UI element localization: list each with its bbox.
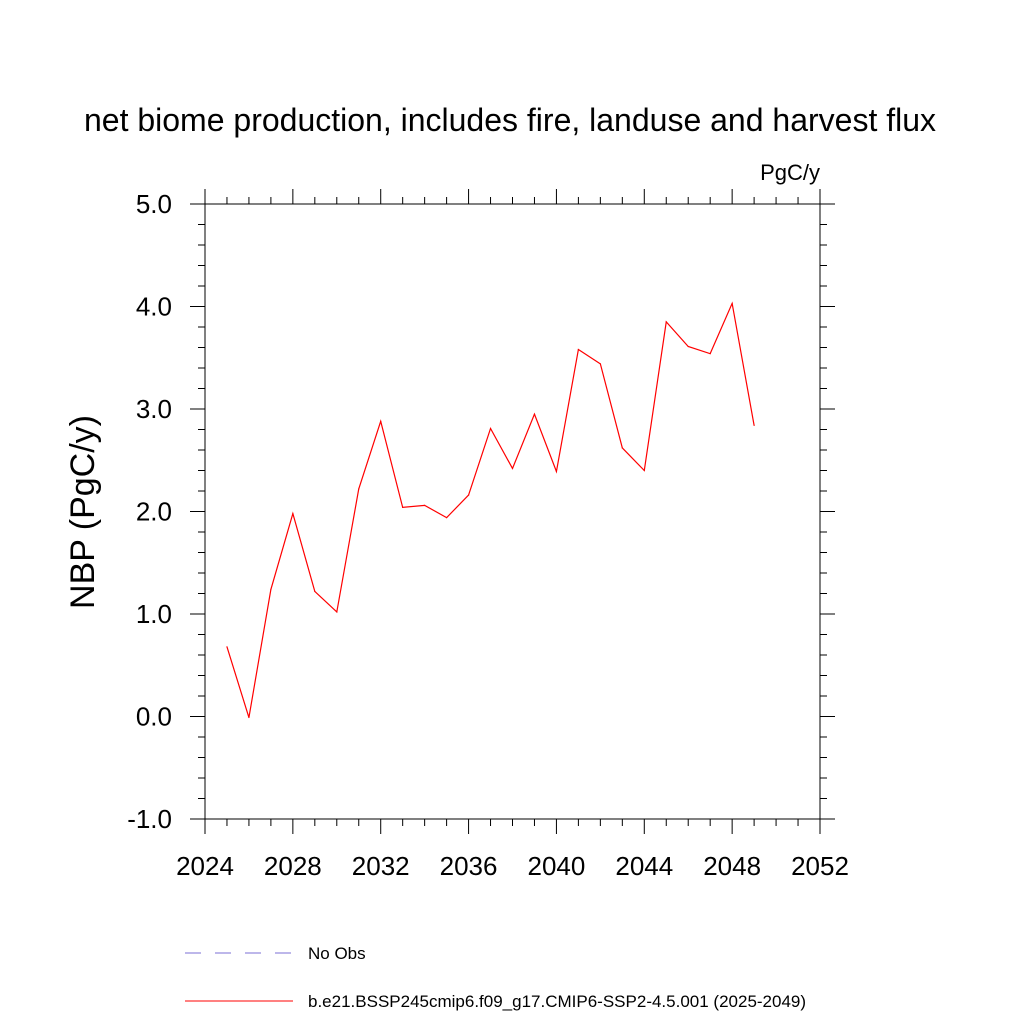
data-point (511, 467, 514, 470)
data-point (621, 447, 623, 449)
data-point (599, 363, 601, 365)
y-tick-label: 0.0 (136, 702, 172, 732)
x-tick-label: 2052 (791, 851, 849, 881)
data-point (402, 506, 404, 508)
y-tick-label: 1.0 (136, 599, 172, 629)
y-tick-label: 2.0 (136, 497, 172, 527)
data-point (336, 611, 338, 613)
x-tick-label: 2036 (440, 851, 498, 881)
data-point (753, 424, 755, 426)
x-tick-label: 2032 (352, 851, 410, 881)
y-tick-label: -1.0 (127, 804, 172, 834)
plot-frame (204, 203, 821, 820)
series-layer (226, 301, 755, 719)
data-point (358, 488, 360, 490)
chart-title: net biome production, includes fire, lan… (84, 102, 936, 138)
data-point (643, 469, 645, 472)
y-tick-label: 4.0 (136, 292, 172, 322)
x-tick-label: 2028 (264, 851, 322, 881)
data-point (248, 716, 250, 719)
data-point (709, 353, 711, 355)
data-point (687, 345, 689, 348)
series-line (226, 301, 755, 718)
data-point (380, 420, 382, 422)
x-tick-label: 2048 (703, 851, 761, 881)
legend-label: b.e21.BSSP245cmip6.f09_g17.CMIP6-SSP2-4.… (308, 992, 806, 1011)
data-point (731, 302, 733, 305)
data-point (489, 427, 492, 430)
units-label: PgC/y (760, 160, 820, 185)
data-point (555, 470, 558, 473)
data-point (292, 512, 294, 515)
y-tick-label: 3.0 (136, 394, 172, 424)
y-tick-label: 5.0 (136, 189, 172, 219)
x-tick-label: 2024 (176, 851, 234, 881)
axes: 2024 2028 2032 2036 2040 2044 2048 2052 -1.0 0.0 1… (127, 189, 849, 881)
x-tick-label: 2040 (528, 851, 586, 881)
legend: No Obs b.e21.BSSP245cmip6.f09_g17.CMIP6-S… (185, 944, 806, 1011)
data-point (665, 321, 667, 323)
y-axis-label: NBP (PgC/y) (64, 415, 102, 609)
data-point (577, 348, 579, 351)
x-tick-label: 2044 (615, 851, 673, 881)
data-point (314, 590, 316, 593)
data-point (226, 646, 228, 648)
data-point (467, 494, 470, 496)
data-point (533, 413, 536, 415)
data-point (424, 504, 426, 506)
data-point (270, 588, 272, 591)
legend-label: No Obs (308, 944, 366, 963)
data-point (446, 517, 448, 519)
